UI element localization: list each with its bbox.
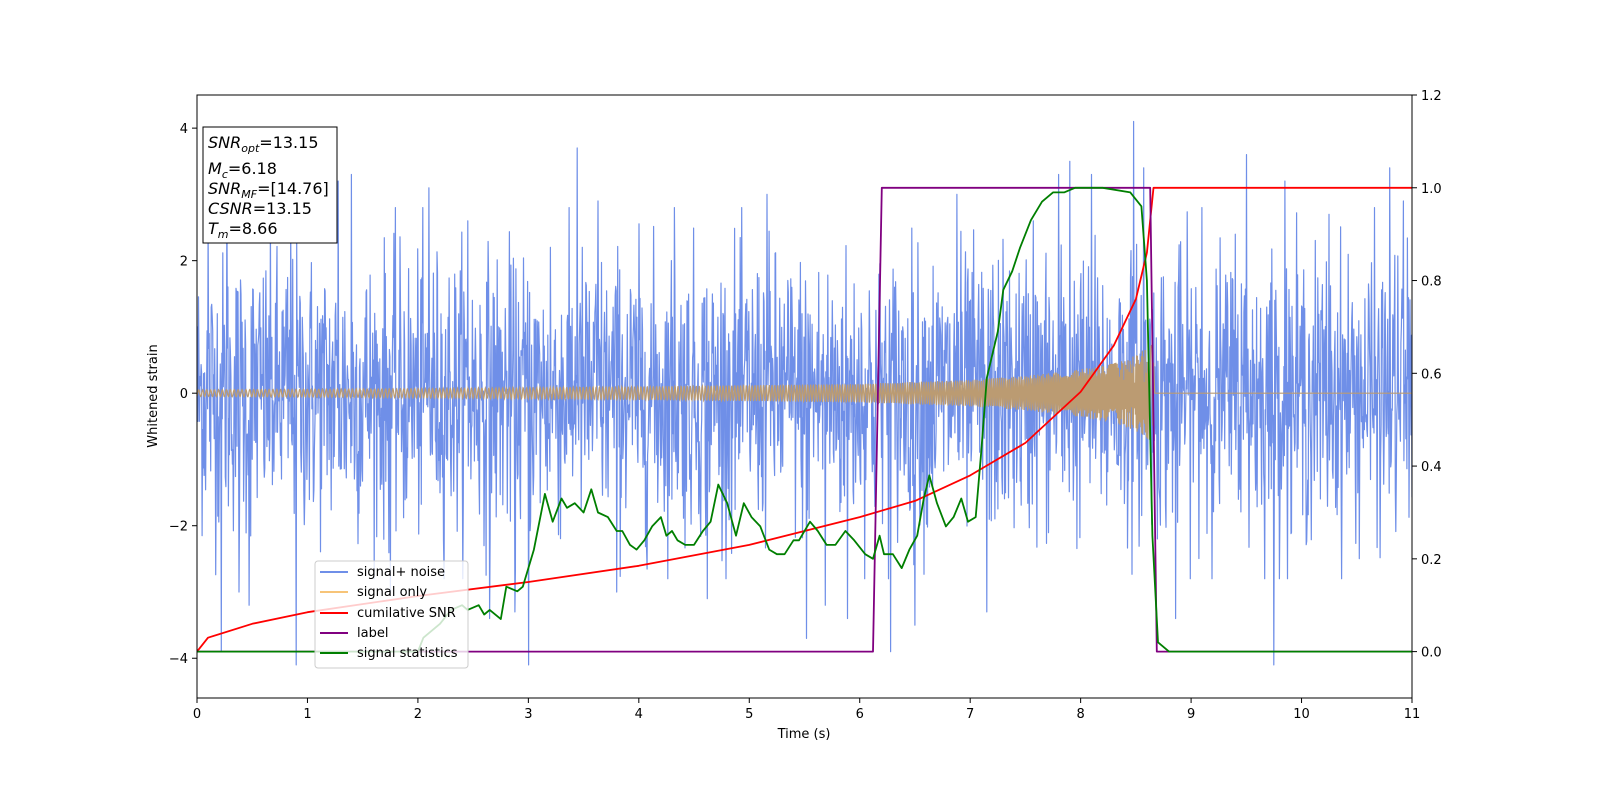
x-tick-label-1: 1 xyxy=(303,707,311,722)
legend-label-cumulative-snr: cumilative SNR xyxy=(357,606,456,621)
plot-series-layer xyxy=(197,120,1412,666)
info-csnr-value: =13.15 xyxy=(253,199,312,218)
info-snr-opt: SNRopt=13.15 xyxy=(208,133,319,155)
info-snr-opt-symbol: SNR xyxy=(208,133,241,152)
info-mc-symbol: M xyxy=(208,159,222,178)
info-tm-value: =8.66 xyxy=(229,219,278,238)
y-tick-label--4: −4 xyxy=(169,652,188,667)
x-tick-label-6: 6 xyxy=(856,707,864,722)
plot-frame xyxy=(196,94,1413,699)
x-tick-label-7: 7 xyxy=(966,707,974,722)
y-axis-left: −4 −2 0 2 4 xyxy=(169,122,197,667)
legend-label-signal-noise: signal+ noise xyxy=(357,565,445,580)
legend-frame xyxy=(314,560,469,669)
info-mc-subscript: c xyxy=(222,168,228,181)
series-signal-only-line xyxy=(197,343,1412,440)
info-snr-mf-value: =[14.76] xyxy=(257,179,329,198)
info-snr-opt-subscript: opt xyxy=(241,142,260,155)
info-box-frame xyxy=(202,126,338,244)
y2-tick-label-0.4: 0.4 xyxy=(1421,460,1442,475)
info-snr-mf-subscript: MF xyxy=(241,188,257,201)
y2-tick-label-0.0: 0.0 xyxy=(1421,646,1442,661)
x-tick-label-2: 2 xyxy=(414,707,422,722)
legend-label-signal-statistics: signal statistics xyxy=(357,646,458,661)
x-axis-label: Time (s) xyxy=(777,727,831,742)
y-tick-label-4: 4 xyxy=(180,122,188,137)
x-tick-label-4: 4 xyxy=(635,707,643,722)
info-tm-subscript: m xyxy=(218,228,229,241)
series-cumulative-snr-line xyxy=(197,186,1412,653)
info-mc-value: =6.18 xyxy=(228,159,277,178)
info-mc: Mc=6.18 xyxy=(208,159,277,181)
info-tm: Tm=8.66 xyxy=(208,219,278,241)
series-signal-noise-line xyxy=(197,120,1412,666)
info-snr-mf-symbol: SNR xyxy=(208,179,241,198)
info-tm-symbol: T xyxy=(208,219,219,238)
info-box: SNRopt=13.15 Mc=6.18 SNRMF=[14.76] CSNR=… xyxy=(202,126,338,244)
y2-tick-label-0.6: 0.6 xyxy=(1421,367,1442,382)
y-axis-label: Whitened strain xyxy=(146,344,161,447)
info-csnr-symbol: CSNR xyxy=(208,199,253,218)
x-tick-label-11: 11 xyxy=(1404,707,1421,722)
y-tick-label--2: −2 xyxy=(169,520,188,535)
info-csnr: CSNR=13.15 xyxy=(208,199,312,218)
legend-label-signal-only: signal only xyxy=(357,585,427,600)
y2-tick-label-0.8: 0.8 xyxy=(1421,275,1442,290)
x-tick-label-3: 3 xyxy=(524,707,532,722)
y2-tick-label-1.2: 1.2 xyxy=(1421,89,1442,104)
x-axis: 0 1 2 3 4 5 6 7 8 9 10 11 xyxy=(193,698,1420,722)
x-tick-label-8: 8 xyxy=(1076,707,1084,722)
series-signal-statistics-line xyxy=(197,186,1412,653)
legend: signal+ noise signal only cumilative SNR… xyxy=(314,560,469,669)
y2-tick-label-0.2: 0.2 xyxy=(1421,553,1442,568)
x-tick-label-10: 10 xyxy=(1293,707,1310,722)
x-tick-label-0: 0 xyxy=(193,707,201,722)
x-tick-label-5: 5 xyxy=(745,707,753,722)
info-snr-mf: SNRMF=[14.76] xyxy=(208,179,329,201)
y2-tick-label-1.0: 1.0 xyxy=(1421,182,1442,197)
y-tick-label-0: 0 xyxy=(180,387,188,402)
y-axis-right: 0.0 0.2 0.4 0.6 0.8 1.0 1.2 xyxy=(1412,89,1442,661)
y-tick-label-2: 2 xyxy=(180,255,188,270)
x-tick-label-9: 9 xyxy=(1187,707,1195,722)
legend-label-label: label xyxy=(357,626,388,641)
info-snr-opt-value: =13.15 xyxy=(259,133,318,152)
